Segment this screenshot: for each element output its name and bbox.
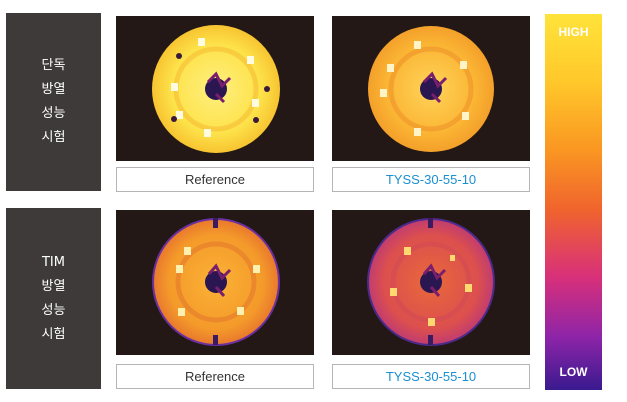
caption-reference-1: Reference: [116, 167, 314, 192]
caption-reference-2: Reference: [116, 364, 314, 389]
row-label-text: 단독 방열 성능 시험: [41, 58, 66, 145]
row-label-text: TIM 방열 성능 시험: [41, 254, 66, 342]
thermal-image-tyss-tim: [332, 210, 530, 355]
caption-tyss-1: TYSS-30-55-10: [332, 167, 530, 192]
row-label-tim-test: TIM 방열 성능 시험: [6, 208, 101, 389]
thermal-image-tyss-standalone: [332, 16, 530, 161]
scale-high-label: HIGH: [558, 25, 589, 39]
scale-low-label: LOW: [559, 365, 588, 379]
row-label-standalone-test: 단독 방열 성능 시험: [6, 13, 101, 191]
caption-tyss-2: TYSS-30-55-10: [332, 364, 530, 389]
thermal-image-reference-standalone: [116, 16, 314, 161]
temperature-scale-bar: HIGH LOW: [545, 14, 602, 390]
thermal-image-reference-tim: [116, 210, 314, 355]
